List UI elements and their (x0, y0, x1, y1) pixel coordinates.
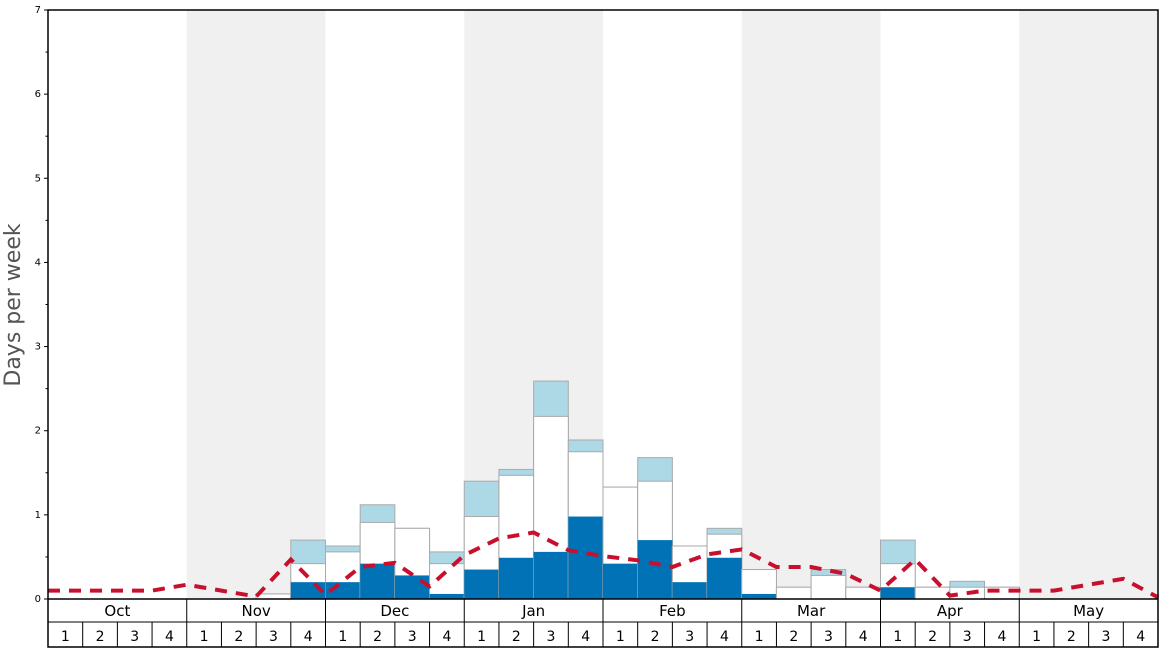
bar-mid (914, 586, 951, 600)
y-tick-label: 2 (35, 426, 41, 437)
bar-dark (741, 593, 777, 599)
y-axis-label: Days per week (1, 223, 26, 386)
month-label: Nov (241, 602, 270, 620)
month-band (1019, 10, 1158, 599)
month-label: Apr (937, 602, 964, 620)
month-label: Mar (797, 602, 826, 620)
month-label: Dec (380, 602, 409, 620)
week-label: 4 (581, 629, 590, 645)
y-tick-label: 0 (35, 594, 41, 605)
week-label: 3 (963, 629, 972, 645)
week-label: 3 (685, 629, 694, 645)
week-label: 1 (1032, 629, 1041, 645)
week-label: 3 (1102, 629, 1111, 645)
week-label: 4 (1136, 629, 1145, 645)
week-label: 1 (200, 629, 209, 645)
week-label: 2 (1067, 629, 1076, 645)
bar-dark (672, 582, 708, 599)
week-label: 4 (165, 629, 174, 645)
week-label: 2 (928, 629, 937, 645)
y-tick-label: 4 (35, 257, 41, 268)
y-tick-label: 6 (35, 89, 41, 100)
week-label: 2 (651, 629, 660, 645)
y-tick-label: 5 (35, 173, 41, 184)
week-label: 4 (859, 629, 868, 645)
week-label: 2 (96, 629, 105, 645)
week-label: 1 (338, 629, 347, 645)
week-label: 2 (789, 629, 798, 645)
week-label: 1 (61, 629, 70, 645)
bar-dark (568, 516, 603, 599)
y-tick-label: 7 (35, 5, 41, 16)
month-label: Feb (659, 602, 686, 620)
bar-mid (775, 586, 812, 600)
average-line (48, 530, 1159, 600)
week-label: 1 (477, 629, 486, 645)
week-label: 4 (304, 629, 313, 645)
bar-dark (394, 575, 430, 599)
month-background-bands (186, 10, 1158, 599)
week-label: 3 (130, 629, 139, 645)
week-label: 3 (408, 629, 417, 645)
week-label: 2 (234, 629, 243, 645)
plot-frame (47, 9, 1159, 648)
week-label: 1 (755, 629, 764, 645)
bar-dark (880, 587, 916, 599)
bar-dark (360, 563, 395, 599)
bar-dark (637, 540, 673, 599)
week-label: 3 (547, 629, 556, 645)
week-label: 2 (373, 629, 382, 645)
bar-mid (255, 593, 292, 600)
month-band (186, 10, 326, 599)
week-label: 4 (720, 629, 729, 645)
week-label: 1 (616, 629, 625, 645)
week-label: 3 (824, 629, 833, 645)
week-label: 4 (997, 629, 1006, 645)
month-label: Oct (104, 602, 130, 620)
week-label: 4 (442, 629, 451, 645)
bar-mid (429, 563, 465, 600)
y-tick-label: 1 (35, 510, 41, 521)
week-label: 1 (893, 629, 902, 645)
bar-dark (498, 557, 534, 599)
week-label: 3 (269, 629, 278, 645)
y-axis: 0 1 2 3 4 5 6 7 (35, 5, 48, 605)
bar-dark (429, 593, 465, 599)
y-tick-label: 3 (35, 342, 41, 353)
bar-dark (533, 551, 569, 599)
month-band (741, 10, 881, 599)
month-label: Jan (521, 602, 545, 620)
bar-dark (603, 563, 638, 599)
bar-dark (707, 557, 742, 599)
bar-mid (810, 574, 847, 600)
month-label: May (1073, 602, 1104, 620)
week-label: 2 (512, 629, 521, 645)
bar-dark (464, 569, 499, 599)
x-axis: Oct 1 2 3 4 Nov 1 2 3 4 Dec 1 2 3 4 Jan 1 2 3 4 Feb 1 2 3 4 Mar 1 2… (47, 598, 1158, 647)
